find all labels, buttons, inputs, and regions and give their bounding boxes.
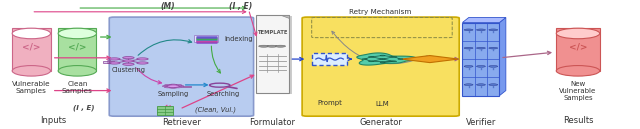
Ellipse shape: [58, 66, 97, 76]
Text: TEMPLATE: TEMPLATE: [257, 30, 287, 35]
FancyBboxPatch shape: [259, 16, 292, 94]
Circle shape: [489, 29, 498, 31]
Text: Formulator: Formulator: [249, 118, 295, 127]
Circle shape: [476, 66, 485, 67]
Circle shape: [398, 59, 403, 60]
Text: (Clean, Vul.): (Clean, Vul.): [195, 107, 236, 113]
Text: Verifier: Verifier: [466, 118, 496, 127]
Circle shape: [163, 85, 170, 87]
Circle shape: [380, 59, 385, 60]
Text: Clustering: Clustering: [111, 67, 145, 73]
Circle shape: [489, 47, 498, 49]
Polygon shape: [401, 56, 458, 63]
Circle shape: [164, 84, 172, 86]
Text: ⊞: ⊞: [106, 60, 111, 65]
FancyBboxPatch shape: [12, 28, 51, 71]
Circle shape: [170, 87, 177, 88]
Text: </>: </>: [22, 43, 40, 52]
Text: Vulnerable
Samples: Vulnerable Samples: [12, 81, 51, 94]
Circle shape: [170, 84, 177, 86]
Ellipse shape: [556, 28, 600, 39]
Text: Generator: Generator: [359, 118, 402, 127]
Circle shape: [174, 86, 182, 88]
FancyBboxPatch shape: [103, 61, 115, 63]
Circle shape: [275, 45, 285, 47]
Text: Retry Mechanism: Retry Mechanism: [349, 9, 412, 15]
Polygon shape: [281, 15, 289, 18]
Circle shape: [464, 66, 473, 67]
Text: Searching: Searching: [206, 91, 239, 97]
Text: </>: </>: [68, 43, 86, 52]
Text: Clean
Samples: Clean Samples: [62, 81, 93, 94]
Polygon shape: [463, 17, 506, 23]
Circle shape: [259, 45, 269, 47]
Polygon shape: [357, 53, 416, 65]
Circle shape: [380, 62, 385, 63]
Polygon shape: [499, 17, 506, 96]
Circle shape: [109, 62, 120, 64]
Circle shape: [392, 61, 397, 62]
Circle shape: [137, 58, 148, 60]
Text: Sampling: Sampling: [157, 91, 189, 97]
Ellipse shape: [12, 28, 51, 39]
Text: Inputs: Inputs: [40, 116, 66, 125]
FancyBboxPatch shape: [556, 28, 600, 71]
FancyBboxPatch shape: [58, 28, 97, 71]
Circle shape: [267, 45, 277, 47]
Circle shape: [109, 58, 120, 60]
Circle shape: [476, 47, 485, 49]
Ellipse shape: [556, 66, 600, 76]
FancyBboxPatch shape: [182, 86, 191, 87]
FancyBboxPatch shape: [312, 53, 347, 65]
Circle shape: [380, 55, 385, 56]
Ellipse shape: [12, 66, 51, 76]
Circle shape: [464, 47, 473, 49]
Circle shape: [164, 86, 172, 88]
FancyBboxPatch shape: [302, 17, 460, 116]
Circle shape: [174, 84, 182, 86]
Circle shape: [369, 56, 374, 57]
Text: (I , E): (I , E): [73, 105, 95, 111]
Circle shape: [476, 84, 485, 86]
Text: (M): (M): [161, 2, 175, 11]
Circle shape: [489, 66, 498, 67]
Circle shape: [176, 85, 184, 87]
FancyBboxPatch shape: [255, 15, 289, 93]
Text: Indexing: Indexing: [224, 36, 253, 42]
Circle shape: [392, 56, 397, 57]
FancyBboxPatch shape: [194, 35, 218, 42]
FancyBboxPatch shape: [157, 106, 173, 115]
Text: New
Vulnerable
Samples: New Vulnerable Samples: [559, 81, 596, 101]
Text: (I , E): (I , E): [228, 2, 252, 11]
Circle shape: [464, 29, 473, 31]
FancyBboxPatch shape: [109, 17, 253, 116]
Circle shape: [369, 61, 374, 62]
Text: LLM: LLM: [376, 101, 390, 107]
Circle shape: [167, 85, 179, 87]
Text: Results: Results: [563, 116, 593, 125]
Text: </>: </>: [569, 43, 588, 52]
Ellipse shape: [58, 28, 97, 39]
Circle shape: [123, 60, 134, 62]
Text: Prompt: Prompt: [317, 100, 342, 106]
Circle shape: [362, 59, 367, 60]
Circle shape: [123, 63, 134, 65]
Circle shape: [476, 29, 485, 31]
Circle shape: [489, 84, 498, 86]
FancyBboxPatch shape: [463, 23, 499, 96]
Circle shape: [137, 62, 148, 64]
Text: Retriever: Retriever: [162, 118, 201, 127]
Circle shape: [464, 84, 473, 86]
Circle shape: [123, 57, 134, 59]
